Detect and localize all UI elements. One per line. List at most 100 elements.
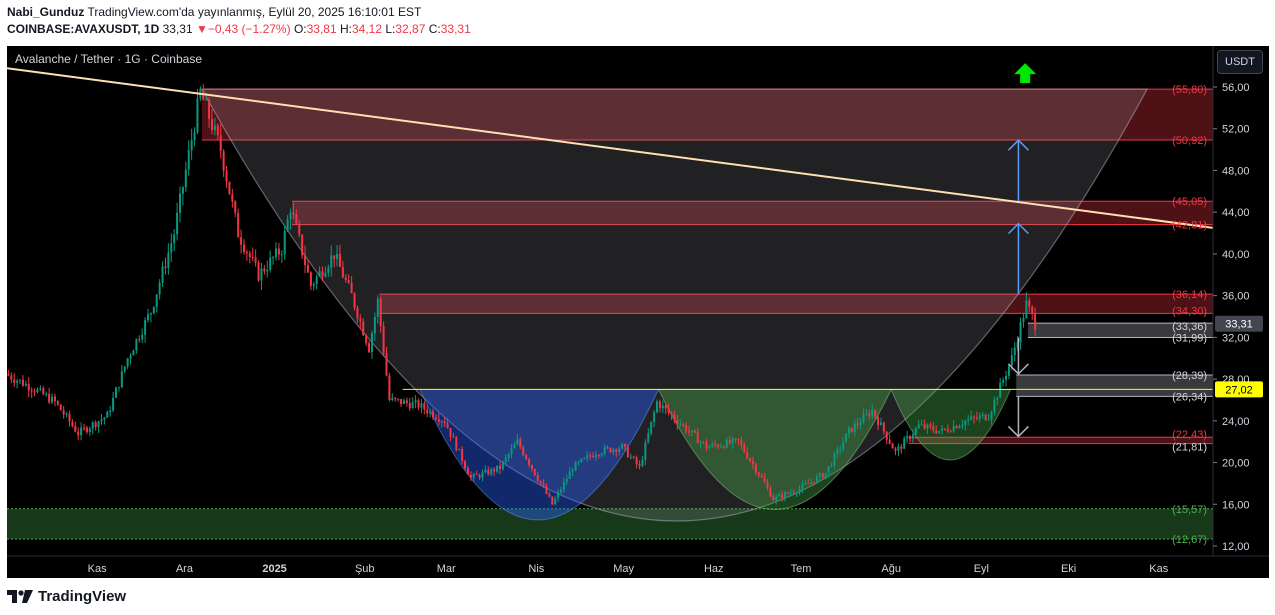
candle [117,387,120,389]
zone-4 [1016,375,1213,397]
candle [115,387,118,398]
candle [673,414,676,420]
candle [1002,379,1005,383]
candle [775,496,778,501]
y-tick-label: 12,00 [1222,541,1250,553]
candle [481,472,484,478]
candle [897,446,900,451]
zone-2 [379,294,1213,314]
candle [27,383,30,391]
candle [696,432,699,444]
candle [778,494,781,497]
candle [740,440,743,445]
candle [621,443,624,449]
level-label: (33,36) [1172,321,1207,333]
big-cup [200,88,1149,522]
candle [624,443,627,447]
candle [949,431,952,433]
candle [330,255,333,268]
tradingview-logo[interactable]: TradingView [7,588,126,605]
candle [10,375,13,380]
candle [973,416,976,418]
candle [353,293,356,308]
candle [522,447,525,455]
candle [100,419,103,422]
candle [277,248,280,255]
candle [929,424,932,427]
candle [557,492,560,499]
candle [827,466,830,473]
close-value: 33,31 [440,22,471,36]
candle [469,474,472,478]
candle [48,393,51,403]
candle [458,448,461,451]
candle [583,457,586,459]
candle [856,423,859,425]
candle [498,465,501,470]
candle [179,193,182,213]
candle [676,419,679,425]
candle [510,448,513,455]
candle [251,257,254,259]
chart-frame[interactable]: 12,00 16,00 20,00 24,00 28,00 32,00 36,00 40,00… [7,46,1269,578]
close-label: C: [428,22,441,36]
candle [129,355,132,359]
x-tick-label: Ağu [881,563,901,575]
candle [900,446,903,449]
currency-button[interactable]: USDT [1217,50,1263,74]
candle [618,448,621,452]
candle [818,473,821,477]
candle [461,448,464,462]
candle [702,441,705,443]
candle [874,409,877,417]
neckline-price-tag-bg [1215,381,1263,398]
candle [961,424,964,427]
x-tick-label: Mar [437,563,456,575]
candle [737,438,740,441]
candle [650,421,653,434]
candle [484,469,487,473]
candle [830,465,833,467]
target-arrow-upper [1007,139,1029,202]
candle [141,334,144,340]
candle [592,456,595,458]
candle [135,339,138,351]
candle [106,412,109,418]
candle [999,382,1002,398]
candle [833,453,836,466]
candle [161,266,164,283]
candle [685,424,688,432]
candle [254,257,257,263]
candle [821,473,824,478]
author-name[interactable]: Nabi_Gunduz [7,5,85,19]
target-arrow-lower [1007,222,1029,295]
candle [452,436,455,438]
candle [132,350,135,356]
y-tick-label: 48,00 [1222,165,1250,177]
candle [545,486,548,494]
candle [548,493,551,497]
candle [551,496,554,505]
candle [909,436,912,439]
candle [807,483,810,485]
candle [542,483,545,487]
candle [560,489,563,493]
candle [292,212,295,215]
candle [871,409,874,417]
candle [260,268,263,281]
candle [1025,300,1028,318]
candle [845,433,848,443]
candle [272,257,275,259]
candle [94,422,97,427]
candle [653,412,656,422]
candle [80,427,83,436]
candle [996,397,999,400]
candle [56,401,59,405]
candle [59,404,62,411]
price-chart[interactable]: 12,0016,0020,0024,0028,0032,0036,0040,00… [7,46,1269,578]
candle [347,279,350,283]
candle [298,223,301,235]
candle [879,422,882,426]
candle [847,427,850,434]
candle [394,397,397,399]
